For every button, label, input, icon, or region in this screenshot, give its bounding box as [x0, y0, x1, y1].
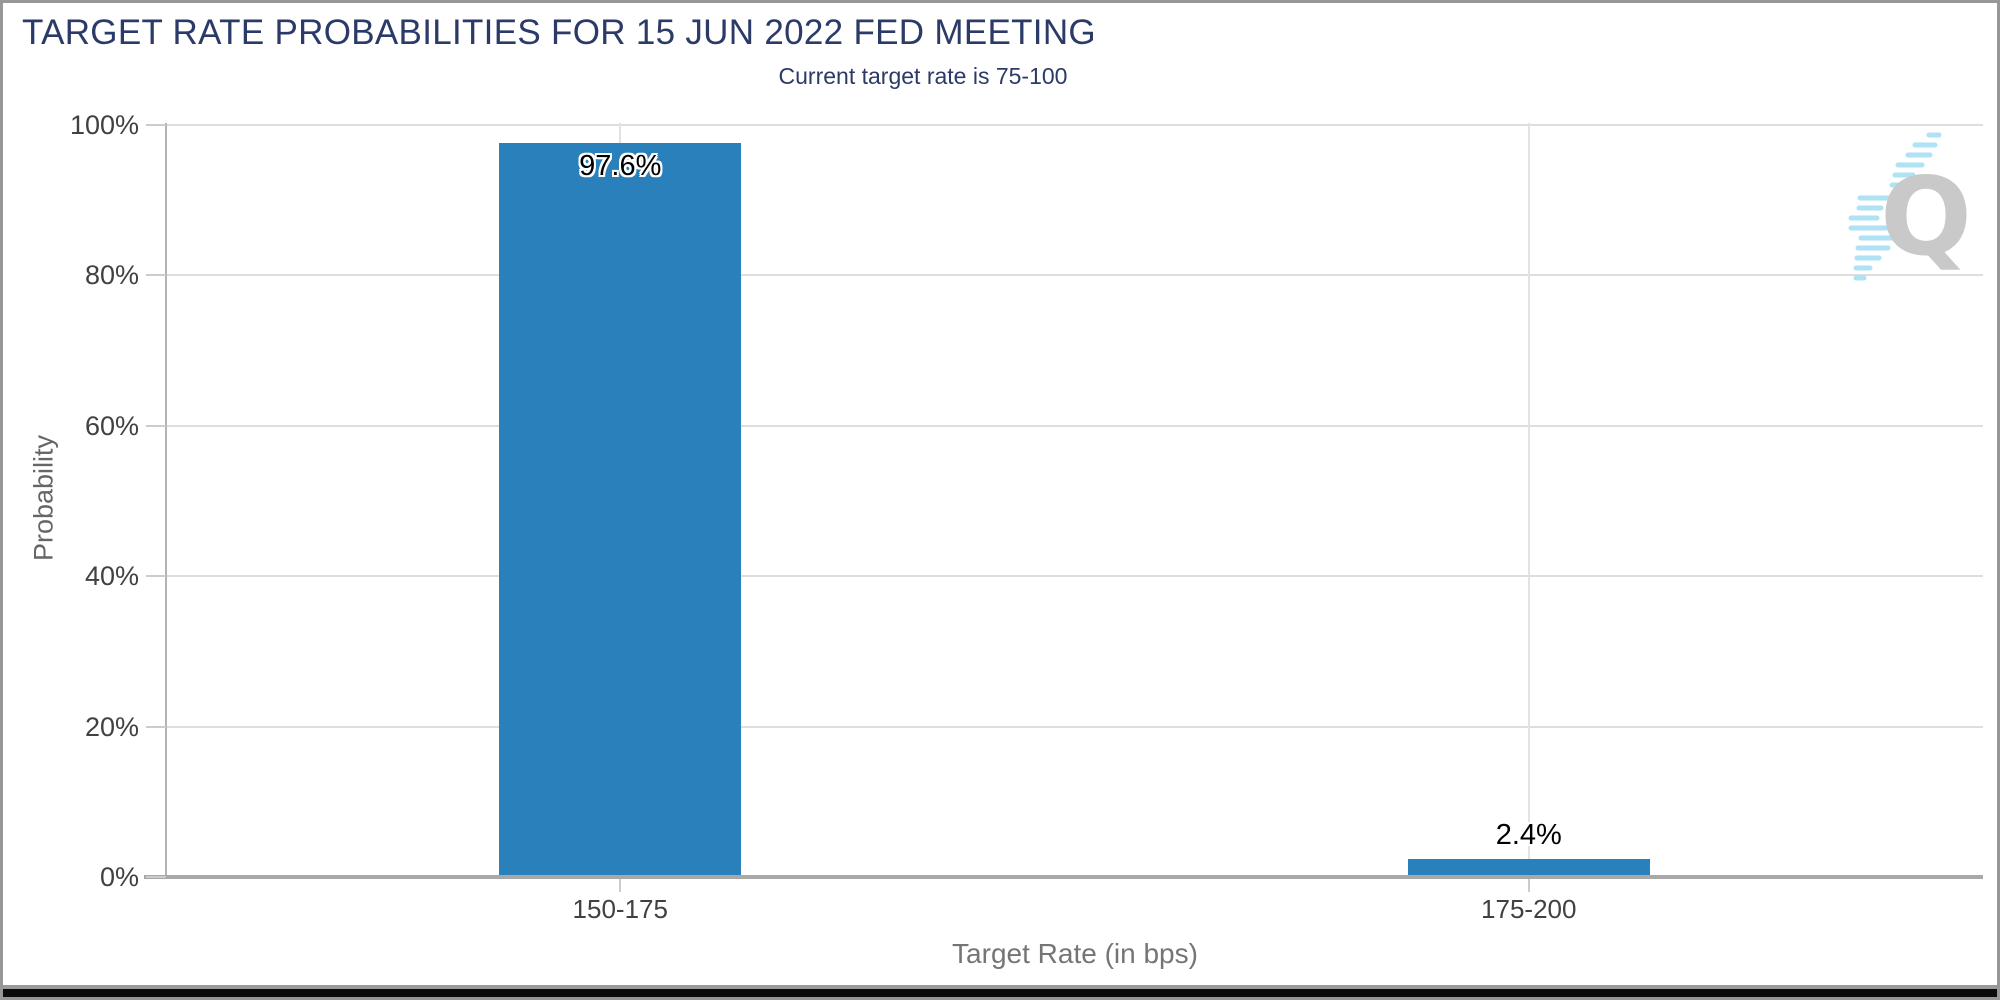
- y-tick-label: 20%: [84, 711, 139, 742]
- x-tick: [1527, 879, 1530, 892]
- logo-q-letter: Q: [1880, 155, 1972, 280]
- window-edge-bottom: [3, 989, 1997, 997]
- y-tick: [146, 725, 166, 728]
- x-axis-title: Target Rate (in bps): [952, 938, 1198, 969]
- y-tick-label: 100%: [69, 110, 139, 140]
- bar: [499, 143, 741, 875]
- x-tick-label: 150-175: [572, 894, 668, 924]
- bar-value-label: 97.6%: [579, 150, 662, 182]
- quikstrike-logo: Q: [1848, 132, 1972, 281]
- y-tick: [146, 575, 166, 578]
- gridline-horizontal: [166, 274, 1983, 277]
- y-tick-label: 40%: [84, 561, 139, 592]
- y-tick-label: 80%: [84, 260, 139, 291]
- x-tick-label: 175-200: [1481, 894, 1577, 924]
- logo-lightning-dashes: [1848, 132, 1942, 281]
- y-tick: [146, 876, 166, 878]
- window-border-bottom: [3, 985, 1997, 989]
- y-tick-label: 60%: [84, 410, 139, 441]
- x-axis-baseline: [144, 875, 1983, 879]
- chart-title: TARGET RATE PROBABILITIES FOR 15 JUN 202…: [22, 13, 1096, 52]
- y-tick: [146, 274, 166, 277]
- y-tick: [146, 424, 166, 427]
- y-tick: [146, 124, 166, 126]
- bar-value-label: 2.4%: [1495, 819, 1562, 851]
- y-tick-label: 0%: [99, 862, 139, 892]
- plot-area: 0% 20% 40% 60% 80% 100% 97.6% 150-175 2.4% 175-20…: [3, 3, 1997, 997]
- x-tick: [619, 879, 622, 892]
- gridline-horizontal: [166, 575, 1983, 578]
- gridline-horizontal: [166, 424, 1983, 427]
- gridline-vertical: [1527, 123, 1530, 877]
- chart-subtitle: Current target rate is 75-100: [778, 63, 1068, 89]
- y-axis-line: [165, 123, 167, 879]
- gridline-horizontal: [166, 725, 1983, 728]
- gridline-horizontal: [166, 124, 1983, 126]
- bar: [1408, 859, 1650, 875]
